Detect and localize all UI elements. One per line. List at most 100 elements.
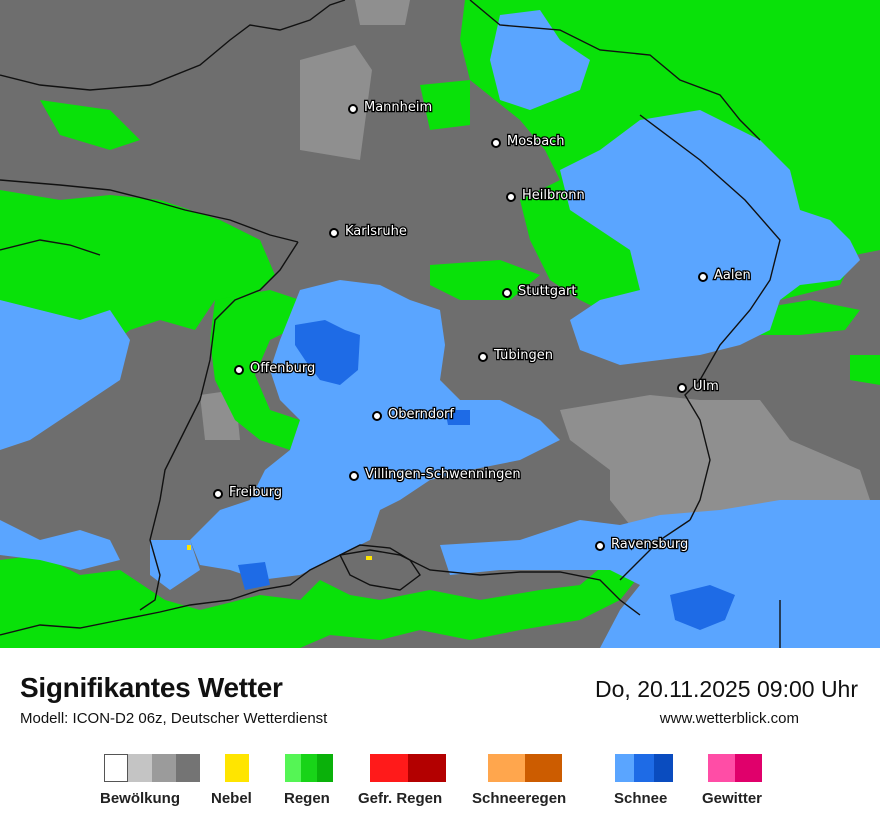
legend-swatch (634, 754, 654, 782)
snow-area (0, 520, 120, 570)
city-label: Karlsruhe (345, 224, 407, 239)
city-dot-icon (491, 138, 501, 148)
city-ulm[interactable]: Ulm (677, 378, 720, 395)
legend-regen (285, 754, 333, 782)
legend-swatch (735, 754, 762, 782)
city-karlsruhe[interactable]: Karlsruhe (329, 223, 408, 240)
city-freiburg[interactable]: Freiburg (213, 484, 283, 501)
heavy-snow-area (445, 410, 470, 425)
legend-swatches (370, 754, 446, 782)
city-dot-icon (478, 352, 488, 362)
city-dot-icon (329, 228, 339, 238)
city-dot-icon (506, 192, 516, 202)
city-dot-icon (595, 541, 605, 551)
city-tuebingen[interactable]: Tübingen (478, 347, 554, 364)
city-label: Villingen-Schwenningen (365, 467, 521, 482)
legend-schneeregen (488, 754, 562, 782)
legend-swatches (225, 754, 249, 782)
city-oberndorf[interactable]: Oberndorf (372, 406, 456, 423)
light-cloud-area (560, 395, 870, 525)
city-dot-icon (234, 365, 244, 375)
city-dot-icon (348, 104, 358, 114)
city-label: Ulm (693, 379, 719, 394)
snow-area (150, 540, 200, 590)
legend-label-nebel: Nebel (211, 790, 252, 807)
city-dot-icon (213, 489, 223, 499)
legend-label-bewoelkung: Bewölkung (100, 790, 181, 807)
rain-area (430, 260, 540, 300)
snow-area (440, 500, 880, 648)
city-dot-icon (349, 471, 359, 481)
legend-label-schneeregen: Schneeregen (472, 790, 567, 807)
fog-spot (366, 556, 372, 560)
city-label: Ravensburg (611, 537, 688, 552)
snow-area (490, 10, 590, 110)
fog-spot (187, 545, 191, 550)
legend-swatch (615, 754, 634, 782)
rain-area (0, 555, 640, 648)
city-dot-icon (677, 383, 687, 393)
city-label: Heilbronn (522, 188, 585, 203)
legend-swatch (285, 754, 301, 782)
legend-swatches (285, 754, 333, 782)
legend-swatch (708, 754, 735, 782)
legend-swatches (104, 754, 200, 782)
rain-area (750, 300, 860, 335)
legend-nebel (225, 754, 249, 782)
city-label: Mosbach (507, 134, 565, 149)
heavy-snow-area (670, 585, 735, 630)
valid-datetime: Do, 20.11.2025 09:00 Uhr (595, 676, 858, 702)
legend-swatch (176, 754, 200, 782)
legend-bewoelkung (104, 754, 200, 782)
website-link[interactable]: www.wetterblick.com (659, 710, 799, 727)
legend-swatch (128, 754, 152, 782)
model-info: Modell: ICON-D2 06z, Deutscher Wetterdie… (20, 710, 328, 727)
rain-area (850, 355, 880, 385)
city-label: Mannheim (364, 100, 432, 115)
map-footer: Signifikantes Wetter Modell: ICON-D2 06z… (0, 648, 880, 830)
city-mannheim[interactable]: Mannheim (348, 99, 433, 116)
city-villingen-schwenningen[interactable]: Villingen-Schwenningen (349, 466, 522, 483)
heavy-snow-area (238, 562, 270, 590)
legend-schnee (615, 754, 673, 782)
city-ravensburg[interactable]: Ravensburg (595, 536, 690, 553)
city-dot-icon (698, 272, 708, 282)
city-markers: Mannheim Mosbach Heilbronn Karlsruhe Aal… (213, 99, 752, 553)
legend-label-schnee: Schnee (614, 790, 668, 807)
rain-area (210, 285, 340, 450)
city-dot-icon (502, 288, 512, 298)
legend-swatch (317, 754, 333, 782)
legend-gewitter (708, 754, 762, 782)
map-title: Signifikantes Wetter (20, 672, 283, 703)
legend-swatch (488, 754, 525, 782)
city-mosbach[interactable]: Mosbach (491, 133, 566, 150)
city-label: Offenburg (250, 361, 315, 376)
legend-swatch (525, 754, 562, 782)
legend-swatch (408, 754, 446, 782)
city-label: Tübingen (493, 348, 553, 363)
rain-area (0, 190, 275, 345)
legend-swatch (654, 754, 673, 782)
rain-area (420, 80, 470, 130)
heavy-snow-area (295, 320, 360, 385)
city-offenburg[interactable]: Offenburg (234, 360, 317, 377)
city-label: Stuttgart (518, 284, 576, 299)
legend-swatch (152, 754, 176, 782)
city-heilbronn[interactable]: Heilbronn (506, 187, 586, 204)
legend-label-gefr-regen: Gefr. Regen (358, 790, 443, 807)
city-stuttgart[interactable]: Stuttgart (502, 283, 578, 300)
snow-area (190, 280, 560, 580)
legend-label-regen: Regen (284, 790, 330, 807)
legend-gefrierender-regen (370, 754, 446, 782)
weather-map: Mannheim Mosbach Heilbronn Karlsruhe Aal… (0, 0, 880, 648)
light-cloud-area (300, 45, 372, 160)
country-borders (0, 0, 781, 648)
legend-swatch (104, 754, 128, 782)
legend-swatches (708, 754, 762, 782)
legend-swatch (301, 754, 317, 782)
city-aalen[interactable]: Aalen (698, 267, 752, 284)
weather-map-canvas: Mannheim Mosbach Heilbronn Karlsruhe Aal… (0, 0, 880, 648)
city-label: Freiburg (229, 485, 282, 500)
legend-swatch (370, 754, 408, 782)
city-label: Aalen (714, 268, 751, 283)
